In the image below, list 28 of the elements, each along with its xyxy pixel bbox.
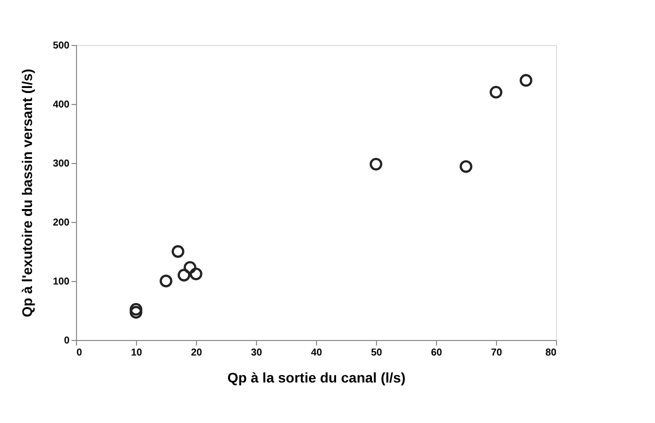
y-axis-title: Qp à l'exutoire du bassin versant (l/s) [18, 68, 35, 318]
x-tick-label: 60 [430, 348, 442, 358]
point [178, 268, 190, 282]
point [190, 268, 202, 280]
point [130, 302, 142, 316]
x-axis-title: Qp à la sortie du canal (l/s) [227, 370, 406, 386]
point [460, 160, 472, 173]
y-tick-label: 200 [52, 218, 70, 228]
x-tick-label: 80 [545, 348, 557, 358]
x-tick-label: 50 [370, 348, 382, 358]
point [172, 245, 184, 258]
point [490, 86, 502, 99]
point [130, 306, 142, 319]
y-tick-label: 300 [52, 158, 70, 170]
y-tick-label: 0 [64, 336, 70, 346]
y-tick-label: 500 [52, 40, 70, 52]
x-tick-label: 40 [310, 348, 322, 358]
point [370, 158, 382, 171]
y-tick-label: 100 [52, 276, 70, 288]
x-tick-label: 20 [190, 348, 202, 358]
x-tick-label: 0 [76, 348, 82, 358]
x-tick-label: 30 [250, 348, 262, 358]
point [160, 274, 172, 288]
x-tick-label: 70 [490, 348, 502, 358]
y-tick-label: 400 [52, 100, 70, 110]
point [184, 261, 196, 274]
x-tick-label: 10 [130, 348, 142, 358]
point [520, 74, 532, 87]
